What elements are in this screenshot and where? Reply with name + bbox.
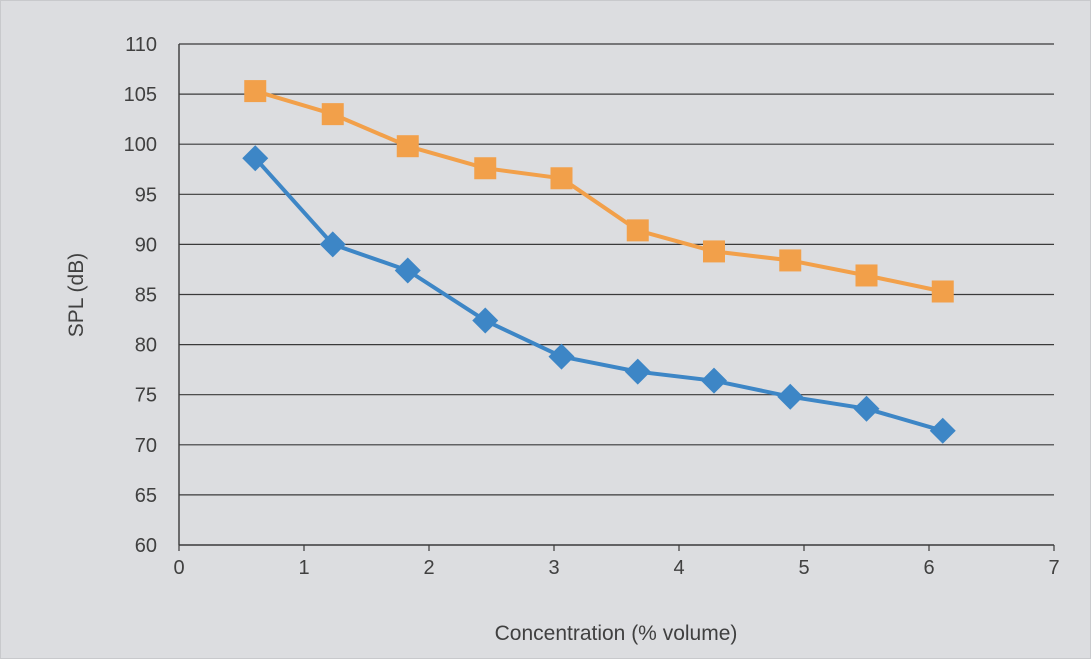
tick-labels: 60 65 70 75 80 85 90 95 100 105 110 0 1 2 3 4 5 6 7 <box>124 34 1060 579</box>
diamond-marker <box>777 383 804 410</box>
diamond-marker <box>319 231 346 258</box>
series <box>242 80 956 444</box>
diamond-marker <box>701 367 727 394</box>
diamond-marker <box>624 358 651 385</box>
y-tick-label: 60 <box>135 535 157 557</box>
square-marker <box>244 80 267 103</box>
x-axis-label: Concentration (% volume) <box>495 622 738 645</box>
x-tick-label: 1 <box>298 557 309 579</box>
diamond-marker <box>548 343 575 370</box>
x-tick-label: 6 <box>923 557 934 579</box>
y-tick-label: 105 <box>124 84 157 106</box>
y-tick-label: 90 <box>135 234 157 256</box>
x-tick-label: 4 <box>673 557 684 579</box>
y-tick-label: 65 <box>135 485 157 507</box>
diamond-marker <box>394 257 421 284</box>
x-tick-label: 5 <box>798 557 809 579</box>
diamond-marker <box>472 307 499 334</box>
diamond-marker <box>242 145 269 172</box>
series-2 <box>242 145 956 444</box>
y-tick-label: 95 <box>135 184 157 206</box>
square-marker <box>474 157 497 180</box>
y-tick-label: 75 <box>135 385 157 407</box>
axes <box>178 44 1055 551</box>
series-line <box>254 89 944 294</box>
gridlines <box>179 43 1054 496</box>
square-marker <box>855 264 878 287</box>
diamond-marker <box>853 395 880 422</box>
y-axis-label: SPL (dB) <box>65 253 88 337</box>
square-marker <box>779 249 802 272</box>
y-tick-label: 80 <box>135 335 157 357</box>
y-tick-label: 110 <box>125 34 157 56</box>
series-line <box>253 156 944 433</box>
x-tick-label: 3 <box>548 557 559 579</box>
square-marker <box>626 219 649 242</box>
series-1 <box>244 80 954 303</box>
square-marker <box>550 167 573 190</box>
x-tick-label: 7 <box>1048 557 1059 579</box>
y-tick-label: 85 <box>135 285 157 307</box>
x-tick-label: 0 <box>173 557 184 579</box>
diamond-marker <box>929 417 956 444</box>
square-marker <box>931 280 954 303</box>
square-marker <box>703 240 725 263</box>
y-tick-label: 100 <box>124 134 157 156</box>
square-marker <box>396 135 419 158</box>
y-tick-label: 70 <box>135 435 157 457</box>
square-marker <box>321 103 344 126</box>
x-tick-label: 2 <box>423 557 434 579</box>
